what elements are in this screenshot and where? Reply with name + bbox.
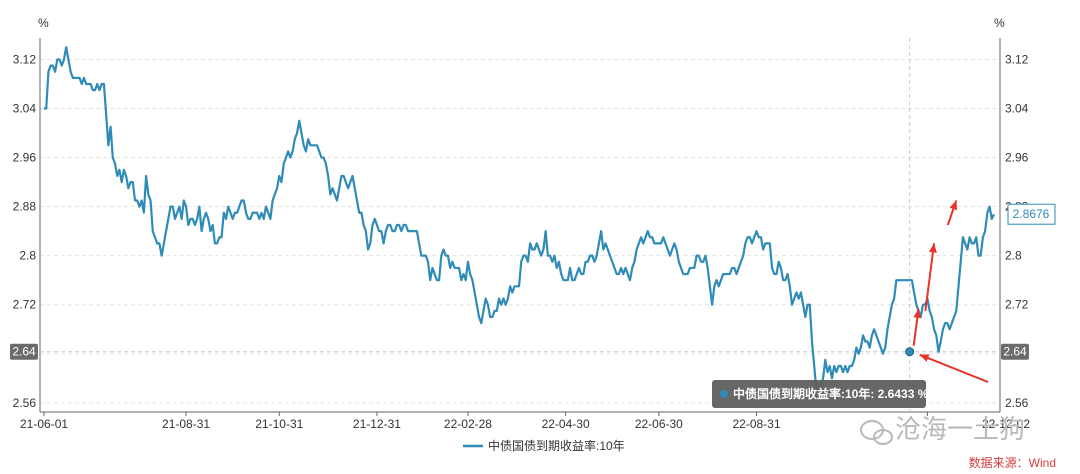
x-tick-label: 21-12-31	[353, 417, 401, 431]
y-tick-right: 2.72	[1005, 298, 1029, 312]
hover-point[interactable]	[905, 347, 915, 357]
grid-lines	[40, 58, 1000, 404]
wechat-icon	[860, 420, 893, 445]
y-tick-right: 2.96	[1005, 151, 1029, 165]
tooltip-text: 中债国债到期收益率:10年: 2.6433 %	[733, 386, 929, 401]
series-line-10y-yield[interactable]	[44, 46, 995, 392]
arrow-shaft	[919, 353, 989, 383]
y-tick-left: 3.12	[13, 52, 37, 66]
x-tick-label: 22-06-30	[635, 417, 683, 431]
right-axis-pointer-value: 2.64	[1003, 345, 1027, 359]
y-tick-right: 3.12	[1005, 52, 1029, 66]
watermark-text: 沧海一土狗	[895, 415, 1025, 445]
tooltip: 中债国债到期收益率:10年: 2.6433 %	[712, 380, 929, 408]
axes	[39, 38, 1001, 413]
x-tick-label: 21-10-31	[255, 417, 303, 431]
arrow-head	[913, 308, 922, 319]
x-axis-ticks: 21-06-01 21-08-31 21-10-31 21-12-31 22-02-28…	[20, 412, 1030, 431]
y-tick-left: 2.96	[13, 151, 37, 165]
x-tick-label: 21-06-01	[20, 417, 68, 431]
left-axis-pointer-value: 2.64	[12, 345, 36, 359]
source-text: 数据来源：Wind	[969, 455, 1056, 470]
x-tick-label: 22-08-31	[732, 417, 780, 431]
last-value-text: 2.8676	[1013, 207, 1050, 221]
y-tick-right: 3.04	[1005, 102, 1029, 116]
y-axis-pointer-right: 2.64	[1001, 343, 1029, 360]
legend[interactable]: 中债国债到期收益率:10年	[463, 438, 625, 453]
last-value-label: 2.8676	[1007, 203, 1056, 225]
y-tick-right: 2.56	[1005, 396, 1029, 410]
x-tick-label: 21-08-31	[162, 417, 210, 431]
y-tick-left: 2.8	[19, 249, 36, 263]
arrow-head	[949, 200, 958, 211]
legend-label: 中债国债到期收益率:10年	[488, 438, 625, 453]
y-tick-right: 2.8	[1005, 249, 1022, 263]
arrow-head	[928, 243, 937, 253]
right-unit-label: %	[994, 16, 1005, 30]
x-tick-label: 22-02-28	[444, 417, 492, 431]
y-tick-left: 3.04	[13, 102, 37, 116]
red-annotation-arrows	[912, 200, 989, 383]
arrow-shaft	[924, 243, 936, 311]
y-tick-left: 2.56	[13, 396, 37, 410]
y-tick-left: 2.88	[13, 200, 37, 214]
y-axis-pointer-left: 2.64	[10, 343, 38, 360]
x-tick-label: 22-04-30	[542, 417, 590, 431]
arrow-head	[919, 354, 930, 362]
x-tick-label: 22-12-02	[982, 417, 1030, 431]
y-tick-left: 2.72	[13, 298, 37, 312]
watermark: 沧海一土狗	[860, 415, 1025, 445]
left-unit-label: %	[38, 16, 49, 30]
